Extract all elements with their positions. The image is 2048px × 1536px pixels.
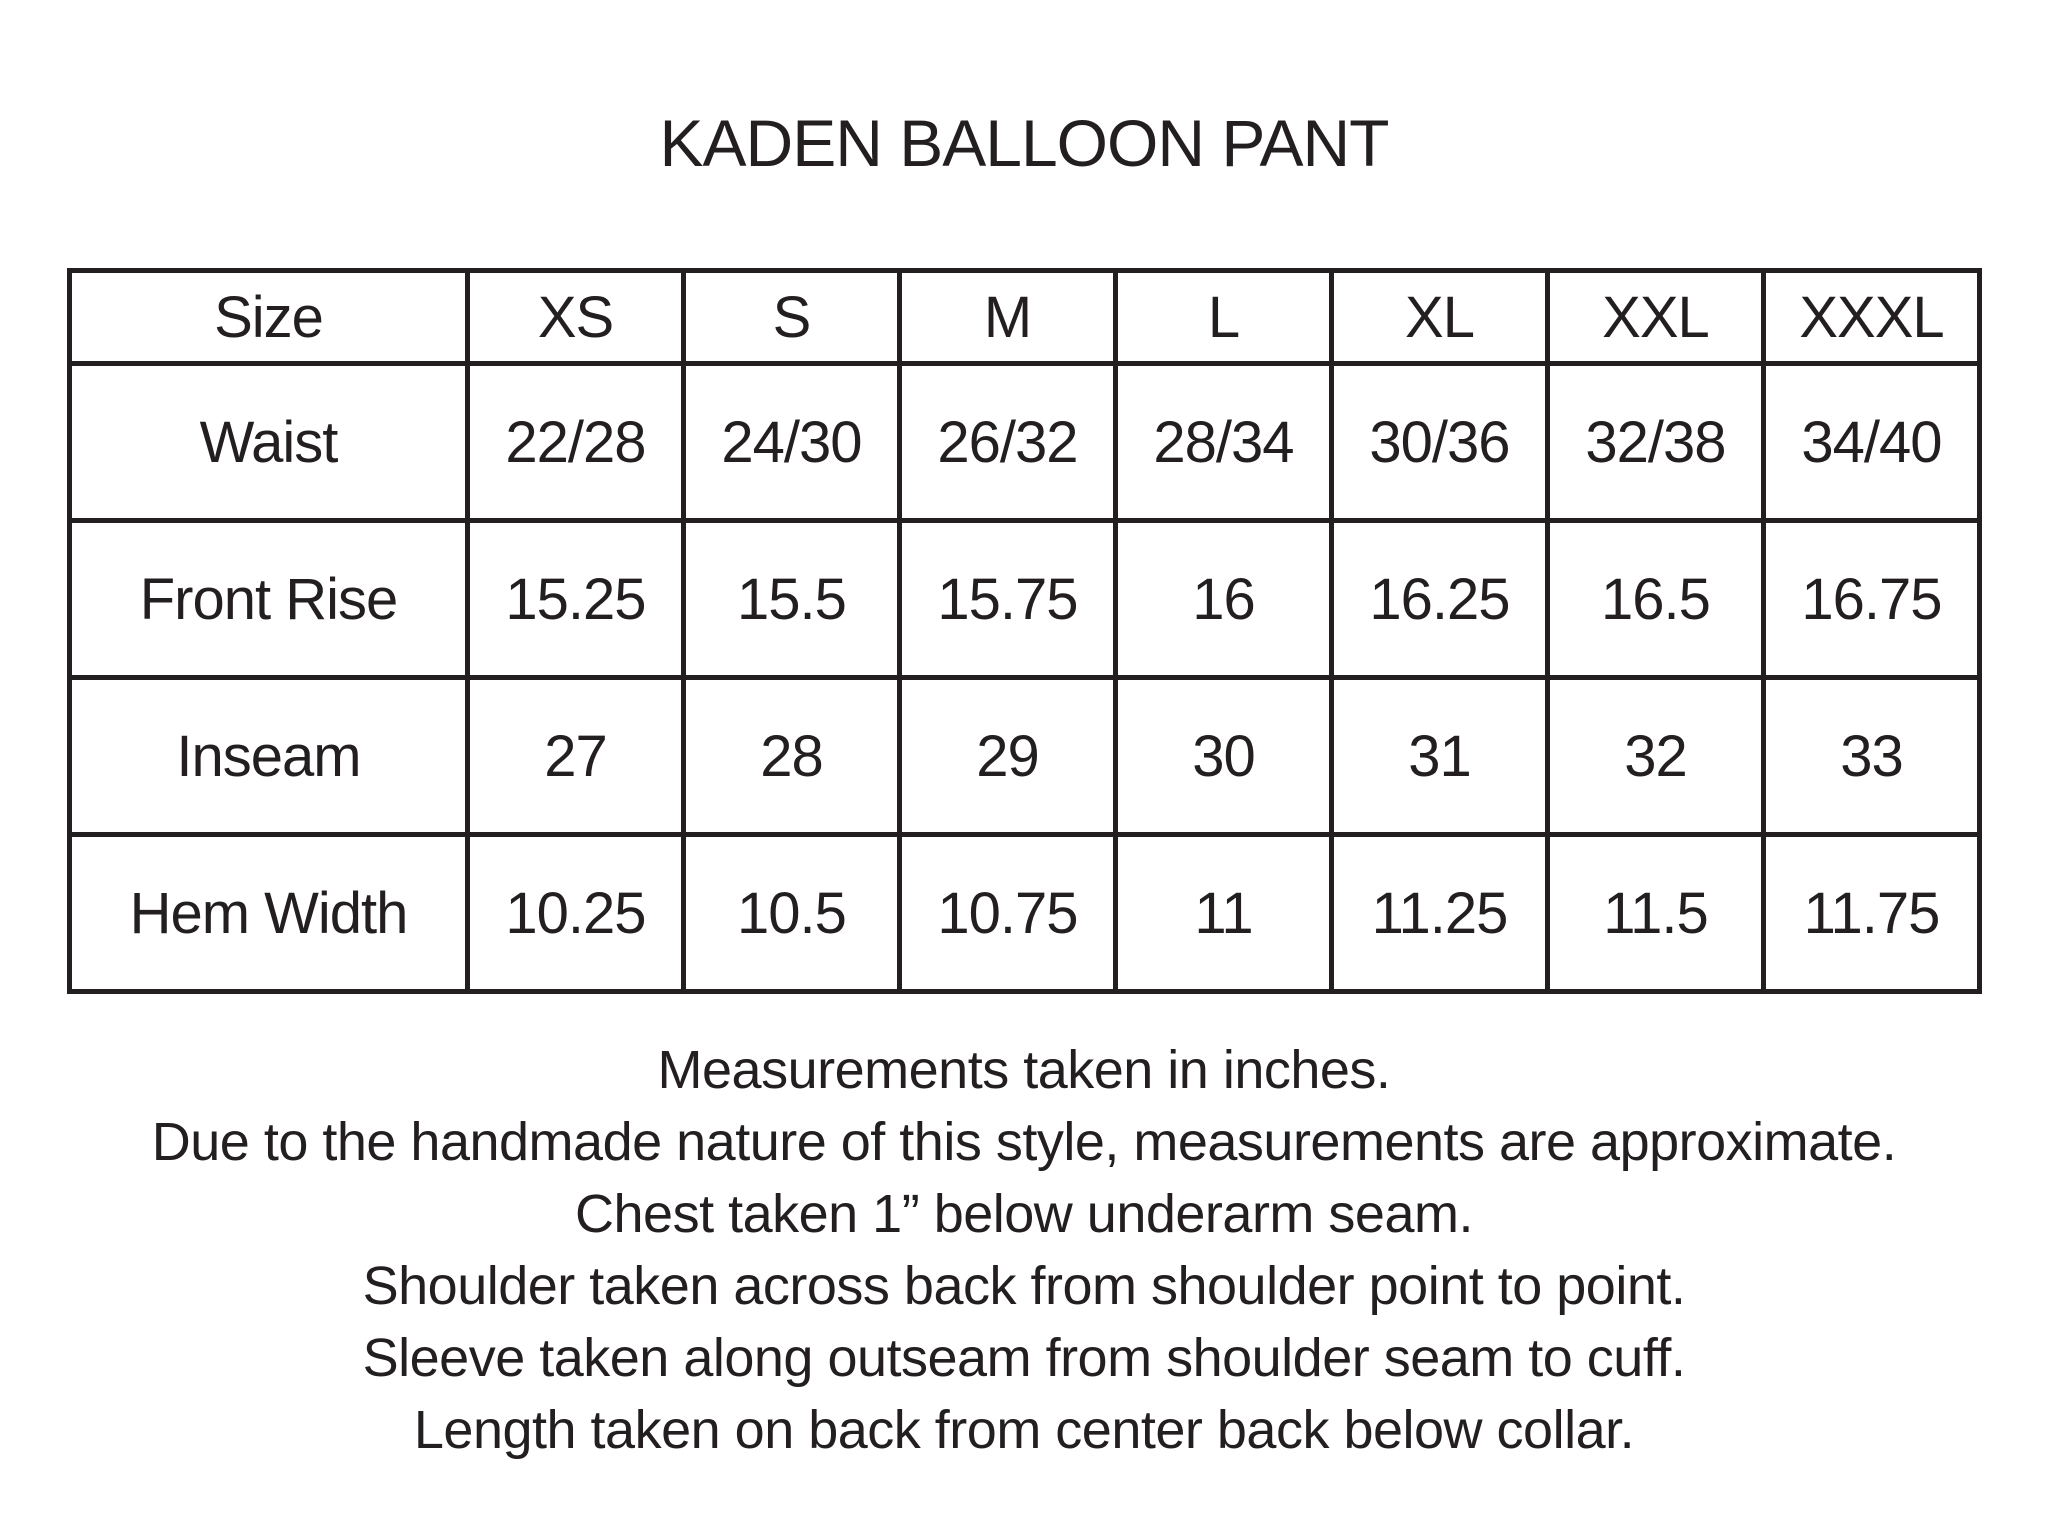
table-cell: 30/36 <box>1329 361 1550 523</box>
table-cell: 11.25 <box>1329 832 1550 994</box>
row-label: Hem Width <box>67 832 470 994</box>
table-cell: 34/40 <box>1761 361 1982 523</box>
table-row: Inseam 27 28 29 30 31 32 33 <box>67 675 1982 837</box>
table-cell: 11.75 <box>1761 832 1982 994</box>
table-cell: 15.75 <box>897 518 1118 680</box>
table-cell: 24/30 <box>681 361 902 523</box>
row-label: Size <box>67 268 470 366</box>
page-title: KADEN BALLOON PANT <box>659 106 1390 180</box>
table-cell: 32 <box>1545 675 1766 837</box>
table-cell: XL <box>1329 268 1550 366</box>
table-row: Front Rise 15.25 15.5 15.75 16 16.25 16.5 16.75 <box>67 518 1982 680</box>
table-cell: 33 <box>1761 675 1982 837</box>
table-cell: XXL <box>1545 268 1766 366</box>
table-cell: 15.25 <box>465 518 686 680</box>
table-cell: 11 <box>1113 832 1334 994</box>
table-cell: 26/32 <box>897 361 1118 523</box>
row-label: Waist <box>67 361 470 523</box>
table-cell: M <box>897 268 1118 366</box>
table-cell: 27 <box>465 675 686 837</box>
table-cell: 30 <box>1113 675 1334 837</box>
table-cell: 28 <box>681 675 902 837</box>
table-cell: 16.5 <box>1545 518 1766 680</box>
size-chart-table: Size XS S M L XL XXL XXXL Waist 22/28 24/30 26/32 28… <box>67 268 1982 994</box>
measurement-notes: Measurements taken in inches. Due to the … <box>0 1034 2048 1466</box>
table-cell: 31 <box>1329 675 1550 837</box>
table-cell: S <box>681 268 902 366</box>
table-cell: 29 <box>897 675 1118 837</box>
table-cell: 22/28 <box>465 361 686 523</box>
table-row: Waist 22/28 24/30 26/32 28/34 30/36 32/38 34/40 <box>67 361 1982 523</box>
note-line: Due to the handmade nature of this style… <box>151 1112 1897 1172</box>
table-cell: 16 <box>1113 518 1334 680</box>
table-cell: 15.5 <box>681 518 902 680</box>
table-cell: 10.5 <box>681 832 902 994</box>
note-line: Chest taken 1” below underarm seam. <box>575 1184 1473 1244</box>
note-line: Measurements taken in inches. <box>657 1040 1391 1100</box>
note-line: Shoulder taken across back from shoulder… <box>362 1256 1686 1316</box>
table-cell: 10.75 <box>897 832 1118 994</box>
table-header-row: Size XS S M L XL XXL XXXL <box>67 268 1982 366</box>
table-cell: 16.75 <box>1761 518 1982 680</box>
table-cell: 16.25 <box>1329 518 1550 680</box>
table-cell: 10.25 <box>465 832 686 994</box>
note-line: Sleeve taken along outseam from shoulder… <box>362 1328 1686 1388</box>
table-cell: XXXL <box>1761 268 1982 366</box>
table-cell: XS <box>465 268 686 366</box>
table-row: Hem Width 10.25 10.5 10.75 11 11.25 11.5 11.75 <box>67 832 1982 994</box>
table-cell: L <box>1113 268 1334 366</box>
row-label: Inseam <box>67 675 470 837</box>
note-line: Length taken on back from center back be… <box>413 1400 1635 1460</box>
table-cell: 28/34 <box>1113 361 1334 523</box>
row-label: Front Rise <box>67 518 470 680</box>
table-cell: 32/38 <box>1545 361 1766 523</box>
table-cell: 11.5 <box>1545 832 1766 994</box>
